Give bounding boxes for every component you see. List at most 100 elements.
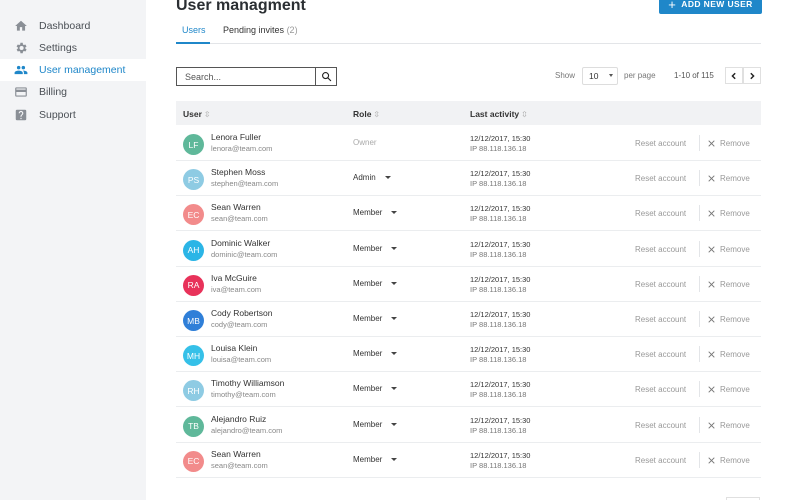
- reset-account-button[interactable]: Reset account: [635, 350, 687, 360]
- column-header-user[interactable]: User ⇳: [183, 109, 211, 119]
- add-new-user-label: ADD NEW USER: [681, 0, 753, 9]
- reset-account-button[interactable]: Reset account: [635, 420, 687, 430]
- avatar-initials: RH: [187, 385, 200, 396]
- avatar: AH: [183, 239, 204, 261]
- chevron-right-icon: [750, 72, 755, 79]
- remove-button[interactable]: Remove: [708, 385, 750, 394]
- user-email: timothy@team.com: [211, 390, 276, 400]
- column-header-last-activity[interactable]: Last activity ⇳: [470, 109, 528, 119]
- reset-account-button[interactable]: Reset account: [635, 209, 687, 219]
- user-name: Sean Warren: [211, 202, 261, 213]
- action-divider: [699, 346, 700, 363]
- last-activity-date: 12/12/2017, 15:30: [470, 310, 531, 319]
- sort-icon: ⇳: [373, 110, 381, 119]
- role-value: Member: [353, 208, 383, 218]
- avatar-initials: EC: [187, 209, 200, 220]
- avatar: MB: [183, 310, 204, 331]
- credit-card-icon: [14, 85, 28, 99]
- reset-account-button[interactable]: Reset account: [635, 279, 687, 289]
- table-row: MB Cody Robertson cody@team.com Member 12/12…: [176, 302, 761, 337]
- search-input[interactable]: [176, 67, 315, 86]
- search-icon: [321, 72, 331, 82]
- sidebar-item-user-management[interactable]: User management: [0, 59, 146, 81]
- remove-button[interactable]: Remove: [708, 456, 750, 465]
- next-page-button[interactable]: [743, 67, 761, 84]
- sort-icon: ⇳: [203, 110, 211, 119]
- tab-users[interactable]: Users: [182, 25, 206, 35]
- last-activity-ip: IP 88.118.136.18: [470, 144, 527, 153]
- last-activity-date: 12/12/2017, 15:30: [470, 169, 531, 179]
- role-dropdown[interactable]: Member: [353, 314, 398, 323]
- role-dropdown[interactable]: Member: [353, 349, 398, 358]
- remove-button[interactable]: Remove: [708, 209, 750, 218]
- help-icon: [14, 108, 28, 122]
- sidebar-item-settings[interactable]: Settings: [0, 37, 146, 59]
- prev-page-button[interactable]: [725, 67, 743, 84]
- table-row: EC Sean Warren sean@team.com Member 12/12/20…: [176, 196, 761, 232]
- avatar: TB: [183, 415, 204, 437]
- remove-button[interactable]: Remove: [708, 350, 750, 359]
- remove-button[interactable]: Remove: [708, 315, 750, 324]
- user-name: Alejandro Ruiz: [211, 413, 267, 424]
- chevron-left-icon: [731, 72, 736, 79]
- last-activity-date: 12/12/2017, 15:30: [470, 380, 531, 390]
- chevron-down-icon: [384, 176, 391, 180]
- role-dropdown[interactable]: Member: [353, 208, 398, 218]
- role-dropdown[interactable]: Member: [353, 384, 398, 393]
- column-label: User: [183, 109, 202, 119]
- chevron-down-icon: [391, 281, 398, 285]
- user-name: Dominic Walker: [211, 237, 271, 248]
- role-dropdown[interactable]: Member: [353, 279, 398, 288]
- reset-account-button[interactable]: Reset account: [635, 455, 687, 465]
- table-row: AH Dominic Walker dominic@team.com Member 12…: [176, 232, 761, 267]
- column-label: Last activity: [470, 109, 520, 119]
- reset-account-button[interactable]: Reset account: [635, 315, 687, 324]
- pagination-range: 1-10 of 115: [674, 71, 714, 80]
- sidebar-item-label: Dashboard: [39, 20, 91, 32]
- add-new-user-button[interactable]: + ADD NEW USER: [659, 0, 762, 14]
- chevron-down-icon: [391, 211, 398, 215]
- remove-label: Remove: [720, 455, 750, 465]
- sidebar-item-label: Billing: [39, 86, 68, 98]
- reset-account-button[interactable]: Reset account: [635, 385, 687, 395]
- remove-button[interactable]: Remove: [708, 174, 750, 183]
- search-button[interactable]: [315, 67, 337, 86]
- page-size-select[interactable]: 10: [582, 67, 618, 85]
- remove-button[interactable]: Remove: [708, 421, 750, 430]
- sidebar-item-billing[interactable]: Billing: [0, 81, 146, 103]
- table-header: User ⇳ Role ⇳ Last activity ⇳: [176, 101, 761, 125]
- sidebar-item-support[interactable]: Support: [0, 104, 146, 126]
- column-label: Role: [353, 109, 372, 119]
- last-activity-date: 12/12/2017, 15:30: [470, 239, 531, 249]
- reset-account-button[interactable]: Reset account: [635, 174, 687, 184]
- column-header-role[interactable]: Role ⇳: [353, 109, 380, 119]
- role-dropdown[interactable]: Member: [353, 455, 398, 464]
- user-name: Timothy Williamson: [211, 378, 285, 389]
- reset-account-button[interactable]: Reset account: [635, 244, 687, 254]
- chevron-down-icon: [609, 74, 613, 77]
- remove-label: Remove: [720, 350, 750, 360]
- table-row: LF Lenora Fuller lenora@team.com Owner 12/12…: [176, 126, 761, 161]
- role-dropdown[interactable]: Admin: [353, 173, 391, 182]
- remove-button[interactable]: Remove: [708, 280, 750, 289]
- last-activity-ip: IP 88.118.136.18: [470, 179, 527, 189]
- gear-icon: [14, 41, 28, 55]
- reset-account-button[interactable]: Reset account: [635, 139, 687, 148]
- sidebar-item-dashboard[interactable]: Dashboard: [0, 15, 146, 37]
- remove-button[interactable]: Remove: [708, 245, 750, 254]
- table-row: PS Stephen Moss stephen@team.com Admin 12/12…: [176, 161, 761, 197]
- role-dropdown[interactable]: Member: [353, 244, 398, 253]
- action-divider: [699, 451, 700, 468]
- remove-button[interactable]: Remove: [708, 139, 750, 148]
- action-divider: [699, 135, 700, 151]
- tab-pending-invites[interactable]: Pending invites (2): [223, 25, 298, 35]
- user-email: stephen@team.com: [211, 179, 279, 189]
- users-icon: [14, 63, 28, 77]
- role-dropdown[interactable]: Member: [353, 420, 398, 429]
- close-icon: [708, 210, 715, 218]
- plus-icon: +: [668, 0, 677, 12]
- last-activity-ip: IP 88.118.136.18: [470, 355, 527, 365]
- remove-label: Remove: [720, 174, 750, 184]
- sidebar-item-label: Support: [39, 109, 76, 121]
- close-icon: [708, 351, 715, 358]
